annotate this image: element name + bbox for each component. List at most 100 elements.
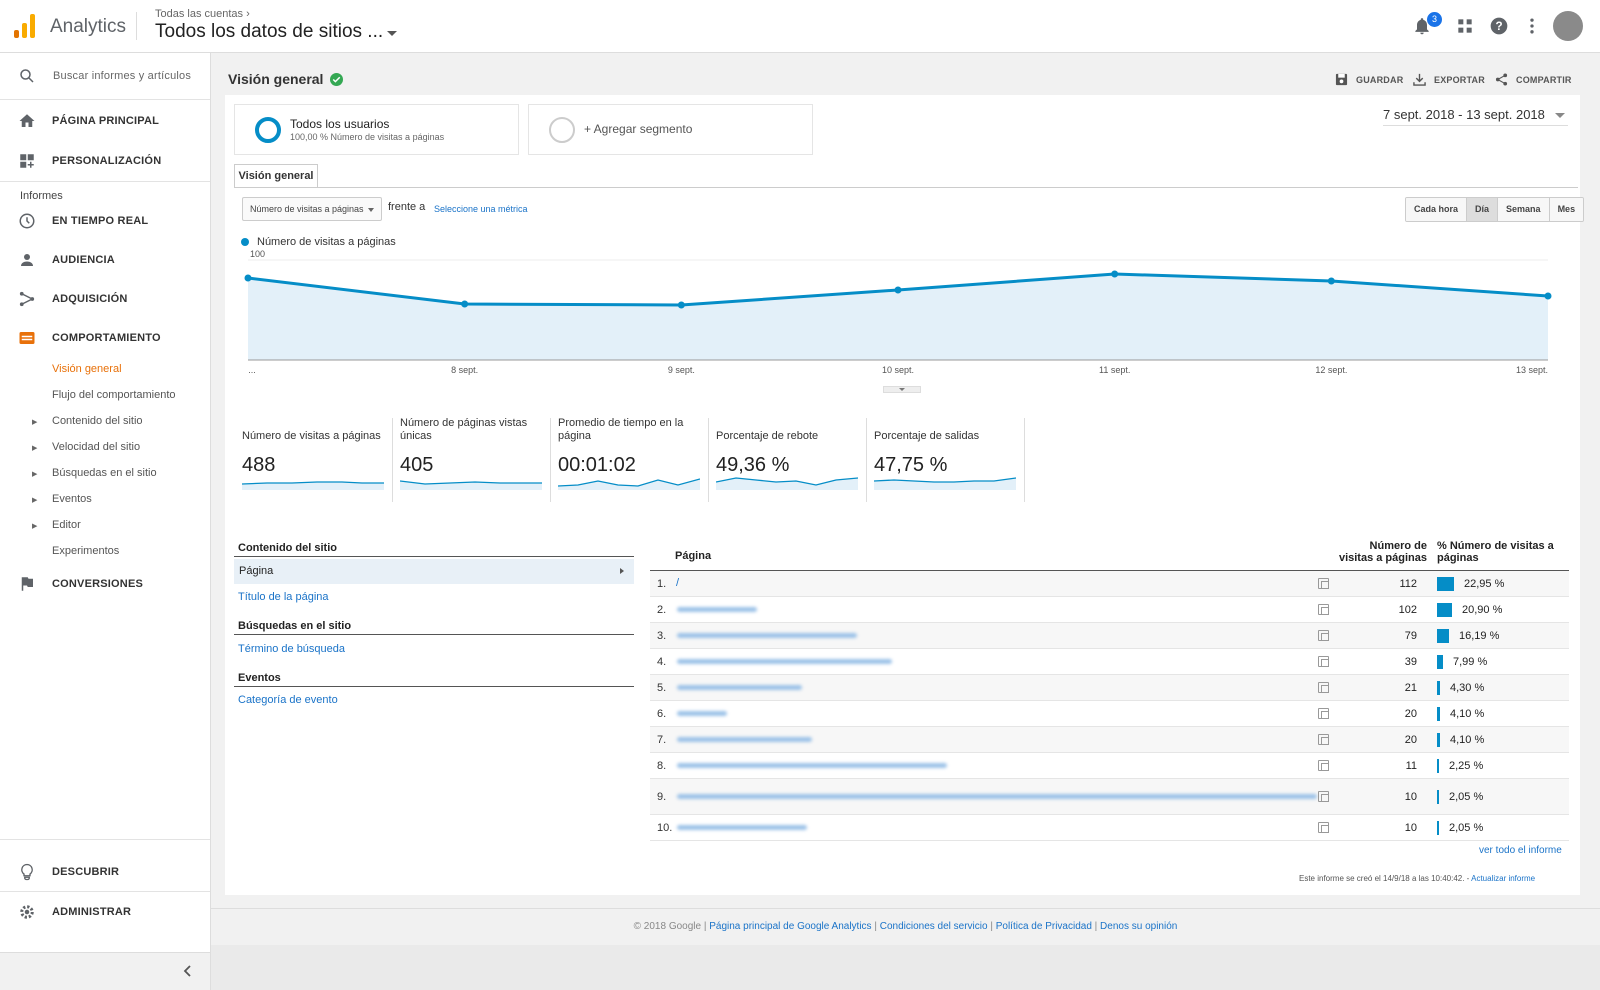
page-path-link-redacted[interactable] — [677, 825, 807, 830]
metric-dropdown[interactable]: Número de visitas a páginas — [242, 197, 382, 221]
table-row[interactable]: 10. 10 2,05 % — [650, 815, 1569, 841]
dimension-page-title-link[interactable]: Título de la página — [238, 591, 329, 603]
page-path-link-redacted[interactable] — [677, 607, 757, 612]
sidebar-item-conversions[interactable]: CONVERSIONES — [0, 564, 210, 604]
open-page-icon[interactable] — [1318, 822, 1329, 833]
help-icon[interactable]: ? — [1489, 16, 1509, 36]
sidebar-item-discover[interactable]: DESCUBRIR — [0, 852, 210, 892]
expand-arrow-icon[interactable]: ▶ — [32, 523, 38, 530]
sidebar-subitem-site-content[interactable]: Contenido del sitio — [52, 415, 143, 427]
kpi-scorecard[interactable]: Promedio de tiempo en la página 00:01:02 — [558, 417, 710, 498]
save-button[interactable]: GUARDAR — [1335, 73, 1403, 86]
page-path-link-redacted[interactable] — [677, 633, 857, 638]
page-path-link-redacted[interactable] — [677, 737, 812, 742]
open-page-icon[interactable] — [1318, 734, 1329, 745]
table-row[interactable]: 4. 39 7,99 % — [650, 649, 1569, 675]
analytics-logo-icon[interactable] — [14, 14, 36, 38]
page-path-link-redacted[interactable] — [677, 763, 947, 768]
search-reports[interactable]: Buscar informes y artículos — [0, 56, 210, 96]
kpi-scorecard[interactable]: Porcentaje de rebote 49,36 % — [716, 420, 868, 498]
kpi-scorecard[interactable]: Porcentaje de salidas 47,75 % — [874, 420, 1026, 498]
open-page-icon[interactable] — [1318, 604, 1329, 615]
sidebar-subitem-events[interactable]: Eventos — [52, 493, 92, 505]
open-page-icon[interactable] — [1318, 578, 1329, 589]
open-page-icon[interactable] — [1318, 630, 1329, 641]
page-path-link-redacted[interactable] — [677, 659, 892, 664]
footer-link-privacy[interactable]: Política de Privacidad — [995, 921, 1092, 932]
open-page-icon[interactable] — [1318, 656, 1329, 667]
select-metric-link[interactable]: Seleccione una métrica — [434, 204, 528, 214]
avatar[interactable] — [1553, 11, 1583, 41]
table-row[interactable]: 5. 21 4,30 % — [650, 675, 1569, 701]
breadcrumb[interactable]: Todas las cuentas › — [155, 8, 250, 20]
sidebar-subitem-behavior-flow[interactable]: Flujo del comportamiento — [52, 389, 176, 401]
sidebar-subitem-site-search[interactable]: Búsquedas en el sitio — [52, 467, 157, 479]
data-point[interactable] — [1544, 292, 1552, 300]
open-page-icon[interactable] — [1318, 760, 1329, 771]
apps-grid-icon[interactable] — [1455, 16, 1475, 36]
sidebar-item-audience[interactable]: AUDIENCIA — [0, 240, 210, 280]
table-row[interactable]: 6. 20 4,10 % — [650, 701, 1569, 727]
granularity-month[interactable]: Mes — [1548, 198, 1584, 221]
open-page-icon[interactable] — [1318, 791, 1329, 802]
sidebar-subitem-experiments[interactable]: Experimentos — [52, 545, 120, 557]
dimension-page[interactable]: Página — [234, 559, 634, 584]
page-path-link-redacted[interactable] — [677, 794, 1317, 799]
table-row[interactable]: 3. 79 16,19 % — [650, 623, 1569, 649]
add-segment-button[interactable]: + Agregar segmento — [528, 104, 813, 155]
search-input[interactable]: Buscar informes y artículos — [53, 70, 192, 82]
table-row[interactable]: 2. 102 20,90 % — [650, 597, 1569, 623]
granularity-week[interactable]: Semana — [1497, 198, 1549, 221]
sidebar-subitem-site-speed[interactable]: Velocidad del sitio — [52, 441, 141, 453]
segment-all-users[interactable]: Todos los usuarios 100,00 % Número de vi… — [234, 104, 519, 155]
dimension-search-term-link[interactable]: Término de búsqueda — [238, 643, 346, 655]
see-full-report-link[interactable]: ver todo el informe — [1479, 845, 1562, 856]
dimension-event-category-link[interactable]: Categoría de evento — [238, 694, 338, 706]
sidebar-item-realtime[interactable]: EN TIEMPO REAL — [0, 201, 210, 241]
notifications-bell-icon[interactable] — [1412, 16, 1432, 36]
date-range-picker[interactable]: 7 sept. 2018 - 13 sept. 2018 — [1383, 107, 1545, 122]
data-point[interactable] — [1327, 277, 1335, 285]
expand-arrow-icon[interactable]: ▶ — [32, 419, 38, 426]
share-button[interactable]: COMPARTIR — [1495, 73, 1572, 86]
table-row[interactable]: 7. 20 4,10 % — [650, 727, 1569, 753]
data-point[interactable] — [461, 300, 469, 308]
chevron-down-icon[interactable] — [387, 31, 397, 36]
granularity-hourly[interactable]: Cada hora — [1406, 198, 1467, 221]
sidebar-item-home[interactable]: PÁGINA PRINCIPAL — [0, 101, 210, 141]
collapse-sidebar-button[interactable] — [0, 952, 210, 990]
data-point[interactable] — [894, 286, 902, 294]
refresh-report-link[interactable]: Actualizar informe — [1471, 874, 1536, 883]
sidebar-subitem-overview[interactable]: Visión general — [52, 363, 122, 375]
expand-arrow-icon[interactable]: ▶ — [32, 497, 38, 504]
sidebar-item-acquisition[interactable]: ADQUISICIÓN — [0, 279, 210, 319]
page-path-link-redacted[interactable] — [677, 685, 802, 690]
page-path-link[interactable]: / — [676, 577, 680, 589]
data-point[interactable] — [244, 274, 252, 282]
table-row[interactable]: 8. 11 2,25 % — [650, 753, 1569, 779]
breadcrumb-label[interactable]: Todas las cuentas — [155, 8, 244, 20]
kpi-scorecard[interactable]: Número de visitas a páginas 488 — [242, 420, 394, 498]
footer-link-terms[interactable]: Condiciones del servicio — [879, 921, 988, 932]
sidebar-subitem-publisher[interactable]: Editor — [52, 519, 81, 531]
kpi-scorecard[interactable]: Número de páginas vistas únicas 405 — [400, 417, 552, 498]
chevron-down-icon[interactable] — [1555, 113, 1565, 118]
open-page-icon[interactable] — [1318, 682, 1329, 693]
footer-link-ga-home[interactable]: Página principal de Google Analytics — [709, 921, 872, 932]
tab-overview[interactable]: Visión general — [234, 164, 318, 188]
more-vert-icon[interactable] — [1522, 16, 1542, 36]
expand-arrow-icon[interactable]: ▶ — [32, 445, 38, 452]
open-page-icon[interactable] — [1318, 708, 1329, 719]
sidebar-item-customization[interactable]: PERSONALIZACIÓN — [0, 141, 210, 181]
page-path-link-redacted[interactable] — [677, 711, 727, 716]
table-row[interactable]: 1. / 112 22,95 % — [650, 571, 1569, 597]
data-point[interactable] — [1111, 270, 1119, 278]
footer-link-feedback[interactable]: Denos su opinión — [1100, 921, 1178, 932]
sidebar-item-behavior[interactable]: COMPORTAMIENTO — [0, 318, 210, 358]
table-row[interactable]: 9. 10 2,05 % — [650, 779, 1569, 815]
expand-arrow-icon[interactable]: ▶ — [32, 471, 38, 478]
account-view-selector[interactable]: Todos los datos de sitios ... — [155, 21, 384, 42]
granularity-day[interactable]: Día — [1466, 198, 1498, 221]
sidebar-item-admin[interactable]: ADMINISTRAR — [0, 892, 210, 932]
chart-drag-handle[interactable] — [883, 386, 921, 393]
